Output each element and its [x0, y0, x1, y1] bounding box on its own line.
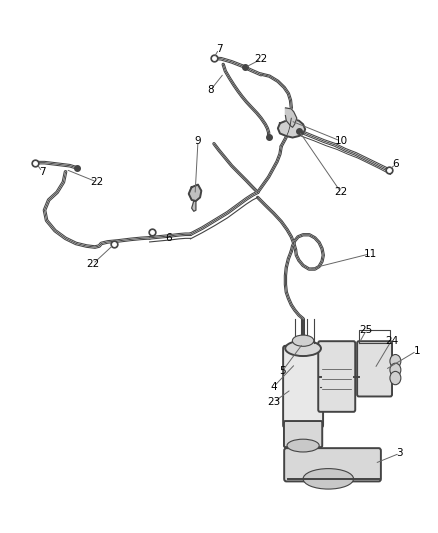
- FancyBboxPatch shape: [284, 448, 381, 481]
- Text: 6: 6: [392, 159, 399, 169]
- Text: 8: 8: [207, 85, 214, 95]
- Text: 23: 23: [267, 397, 280, 407]
- Text: 10: 10: [334, 136, 347, 146]
- FancyBboxPatch shape: [284, 421, 322, 447]
- Text: 4: 4: [270, 382, 277, 392]
- Text: 1: 1: [413, 346, 420, 356]
- Text: 6: 6: [165, 233, 172, 244]
- Text: 22: 22: [254, 54, 268, 64]
- Polygon shape: [278, 119, 305, 138]
- FancyBboxPatch shape: [318, 341, 355, 412]
- Circle shape: [390, 363, 401, 376]
- Text: 22: 22: [334, 187, 348, 197]
- Text: 22: 22: [86, 259, 99, 269]
- Text: 9: 9: [194, 136, 201, 146]
- Ellipse shape: [285, 341, 321, 356]
- Text: 5: 5: [279, 366, 286, 376]
- Text: 11: 11: [364, 249, 377, 259]
- Text: 25: 25: [360, 326, 373, 335]
- Circle shape: [390, 354, 401, 368]
- Text: 3: 3: [396, 448, 403, 458]
- FancyBboxPatch shape: [283, 346, 323, 427]
- Text: 7: 7: [215, 44, 223, 54]
- Ellipse shape: [303, 469, 353, 489]
- Text: 22: 22: [90, 177, 104, 187]
- FancyBboxPatch shape: [357, 341, 392, 397]
- Ellipse shape: [293, 335, 314, 346]
- Polygon shape: [189, 184, 201, 201]
- Ellipse shape: [287, 439, 319, 452]
- Text: 7: 7: [39, 167, 46, 177]
- Polygon shape: [286, 108, 297, 127]
- Circle shape: [390, 372, 401, 385]
- Text: 24: 24: [385, 336, 398, 346]
- Polygon shape: [192, 201, 196, 211]
